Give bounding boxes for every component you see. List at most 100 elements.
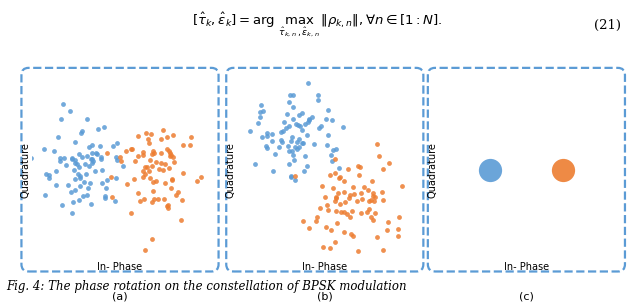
Point bbox=[161, 147, 172, 152]
Point bbox=[195, 174, 205, 179]
Point bbox=[317, 183, 327, 188]
Point bbox=[290, 145, 300, 150]
Point bbox=[148, 196, 159, 201]
Point bbox=[330, 157, 340, 161]
Point bbox=[159, 180, 170, 185]
Point bbox=[81, 117, 92, 122]
Point bbox=[297, 141, 307, 146]
Point bbox=[156, 151, 166, 156]
Point bbox=[75, 175, 85, 180]
Point bbox=[158, 128, 168, 133]
Point bbox=[81, 171, 92, 176]
Point bbox=[178, 143, 188, 148]
Point bbox=[291, 121, 301, 126]
Point bbox=[287, 93, 298, 98]
Point bbox=[145, 158, 156, 162]
Y-axis label: Quadrature: Quadrature bbox=[20, 142, 31, 198]
Point bbox=[92, 152, 102, 156]
Point bbox=[353, 164, 364, 168]
Point bbox=[558, 167, 568, 172]
Point bbox=[285, 139, 296, 144]
Point bbox=[344, 195, 354, 200]
Point bbox=[366, 215, 376, 219]
Point bbox=[299, 168, 309, 173]
Point bbox=[321, 225, 332, 230]
Point bbox=[147, 199, 157, 204]
Point bbox=[40, 171, 51, 176]
Point bbox=[148, 148, 158, 153]
Point bbox=[164, 149, 174, 154]
Point bbox=[245, 129, 255, 134]
Point bbox=[63, 182, 73, 187]
FancyBboxPatch shape bbox=[428, 68, 625, 271]
Point bbox=[68, 199, 78, 204]
Point bbox=[288, 105, 298, 109]
Point bbox=[165, 151, 175, 155]
Point bbox=[313, 97, 323, 102]
Point bbox=[346, 231, 356, 236]
Point bbox=[348, 208, 358, 213]
Point bbox=[316, 124, 326, 129]
Y-axis label: Quadrature: Quadrature bbox=[225, 142, 236, 198]
Point bbox=[171, 192, 181, 197]
Point bbox=[166, 153, 176, 158]
Point bbox=[330, 239, 340, 244]
Point bbox=[125, 210, 136, 215]
Point bbox=[369, 198, 379, 203]
Point bbox=[333, 166, 344, 171]
Point bbox=[397, 183, 407, 188]
Point bbox=[343, 166, 353, 171]
Point bbox=[270, 152, 280, 156]
Point bbox=[146, 132, 156, 137]
Point bbox=[330, 198, 340, 203]
Point bbox=[325, 173, 335, 178]
Point bbox=[326, 117, 337, 122]
FancyBboxPatch shape bbox=[227, 68, 424, 271]
Point bbox=[304, 225, 314, 230]
Point bbox=[150, 179, 161, 184]
Point bbox=[95, 144, 105, 148]
Point bbox=[81, 193, 92, 198]
Point bbox=[374, 154, 384, 158]
Point bbox=[87, 157, 97, 162]
Point bbox=[362, 210, 372, 215]
Point bbox=[118, 164, 128, 169]
Point bbox=[193, 178, 203, 183]
Point bbox=[166, 185, 176, 190]
Point bbox=[273, 145, 284, 149]
Point bbox=[74, 198, 84, 203]
Point bbox=[147, 236, 157, 241]
Point bbox=[290, 178, 300, 183]
Point bbox=[285, 175, 296, 180]
Point bbox=[253, 121, 263, 126]
Point bbox=[279, 120, 289, 125]
Point bbox=[367, 191, 378, 196]
Point bbox=[276, 137, 286, 142]
Point bbox=[77, 128, 88, 133]
Point bbox=[135, 198, 145, 203]
Point bbox=[70, 139, 81, 144]
Point bbox=[168, 155, 178, 160]
Point bbox=[65, 109, 75, 114]
Point bbox=[44, 176, 54, 181]
Point bbox=[364, 207, 374, 212]
Point bbox=[294, 112, 305, 117]
Point bbox=[74, 171, 84, 176]
Point bbox=[158, 168, 168, 172]
Point bbox=[349, 191, 359, 196]
Point bbox=[332, 221, 342, 226]
Point bbox=[314, 93, 324, 98]
Point bbox=[84, 181, 95, 185]
Point bbox=[67, 156, 77, 161]
Point bbox=[147, 163, 157, 168]
Point bbox=[383, 160, 394, 165]
Point bbox=[163, 202, 173, 207]
Point bbox=[140, 164, 150, 169]
Point bbox=[340, 199, 350, 204]
Point bbox=[185, 142, 195, 147]
Point bbox=[61, 163, 71, 168]
Point bbox=[351, 199, 362, 204]
Point bbox=[323, 132, 333, 137]
Point bbox=[298, 110, 308, 115]
Point bbox=[355, 165, 365, 170]
